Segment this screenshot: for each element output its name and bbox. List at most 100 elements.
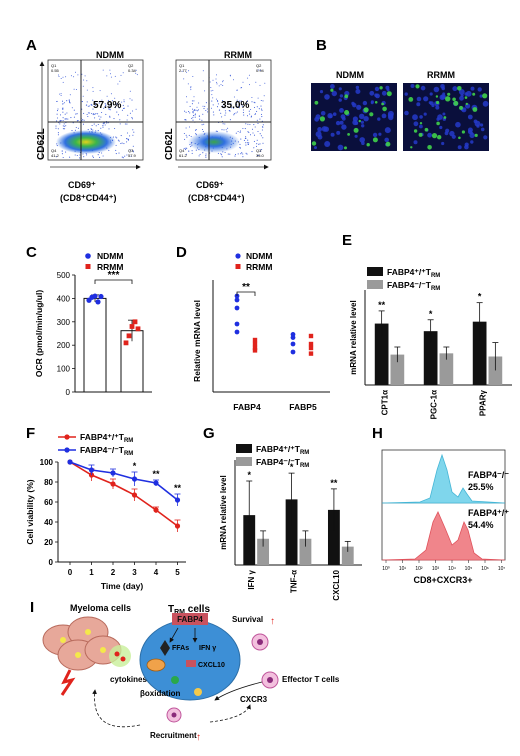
legend-label: RRMM (97, 262, 123, 272)
density-cluster (188, 131, 240, 153)
event-dot (216, 81, 218, 83)
event-dot (259, 133, 261, 135)
ffa-icon (160, 640, 170, 656)
nucleus (467, 114, 473, 120)
q2-label: Q2 (256, 63, 262, 68)
event-dot (67, 118, 69, 120)
event-dot (248, 110, 250, 112)
event-dot (263, 95, 265, 97)
event-dot (86, 89, 88, 91)
tick-label: 3 (132, 568, 137, 577)
event-dot (102, 123, 104, 125)
legend-marker (367, 280, 383, 289)
event-dot (57, 134, 59, 136)
significance-label: *** (108, 270, 120, 281)
nucleus (336, 130, 341, 135)
event-dot (247, 123, 249, 125)
event-dot (241, 105, 243, 107)
nucleus (327, 113, 333, 119)
event-dot (196, 106, 198, 108)
event-dot (83, 79, 85, 81)
event-dot (87, 129, 89, 131)
data-point (308, 345, 314, 351)
marker-cell (445, 96, 451, 102)
event-dot (250, 109, 252, 110)
event-dot (56, 120, 58, 122)
event-dot (224, 110, 226, 112)
event-dot (244, 137, 246, 140)
event-dot (226, 131, 228, 133)
event-dot (93, 113, 95, 115)
event-dot (227, 101, 229, 103)
event-dot (116, 103, 118, 105)
event-dot (69, 94, 71, 96)
event-dot (259, 69, 261, 71)
nucleus (480, 123, 484, 127)
tick-label: 500 (57, 271, 71, 280)
event-dot (261, 149, 263, 151)
event-dot (259, 84, 261, 86)
event-dot (185, 149, 187, 151)
event-dot (261, 116, 263, 118)
event-dot (220, 112, 222, 114)
legend-marker (367, 267, 383, 276)
y-axis-label: Relative mRNA level (192, 300, 202, 382)
data-point (95, 299, 101, 305)
panel-label-g: G (203, 425, 215, 442)
panel-label-b: B (316, 37, 327, 54)
event-dot (110, 93, 112, 95)
chart-fao-genes: mRNA relative level ** CPT1α * PGC-1α * PPARγ F… (349, 267, 512, 419)
event-dot (192, 110, 195, 112)
event-dot (63, 102, 65, 104)
event-dot (228, 110, 231, 112)
event-dot (108, 108, 110, 110)
event-dot (86, 154, 88, 156)
data-point (252, 345, 258, 351)
nucleus (482, 100, 489, 107)
nucleus (455, 121, 461, 128)
event-dot (260, 108, 263, 110)
event-dot (221, 129, 223, 131)
tick-label: 100 (40, 458, 54, 467)
x-tick-label: PGC-1α (430, 390, 439, 419)
bar (472, 321, 487, 385)
event-dot (253, 134, 256, 136)
x-axis-label: CD69⁺ (68, 180, 96, 190)
nucleus (317, 134, 323, 140)
event-dot (256, 119, 258, 121)
bar (390, 354, 405, 385)
event-dot (81, 120, 83, 122)
data-point (252, 337, 258, 343)
event-dot (129, 112, 131, 114)
event-dot (246, 100, 249, 102)
legend-label: FABP4⁻/⁻TRM (387, 280, 440, 292)
event-dot (129, 135, 131, 137)
marker-cell (410, 146, 413, 149)
label-survival: Survival (232, 615, 263, 624)
event-dot (123, 143, 125, 145)
event-dot (258, 143, 260, 145)
event-dot (233, 79, 234, 81)
data-point (110, 481, 116, 487)
data-point (135, 326, 141, 332)
event-dot (247, 139, 249, 141)
marker-cell (419, 122, 423, 125)
data-point (308, 341, 314, 347)
event-dot (99, 118, 101, 120)
event-dot (217, 101, 219, 103)
event-dot (64, 118, 66, 120)
marker-cell (314, 100, 319, 105)
x-tick-label: CXCL10 (332, 569, 341, 600)
bar (327, 509, 340, 565)
marker-cell (443, 116, 447, 119)
data-point (67, 459, 73, 465)
legend-marker (236, 444, 252, 453)
event-dot (221, 116, 223, 118)
event-dot (121, 156, 123, 158)
event-dot (92, 108, 94, 110)
event-dot (127, 105, 129, 107)
y-axis-label: CD62L (164, 128, 175, 160)
event-dot (223, 129, 225, 131)
event-dots (181, 69, 266, 158)
